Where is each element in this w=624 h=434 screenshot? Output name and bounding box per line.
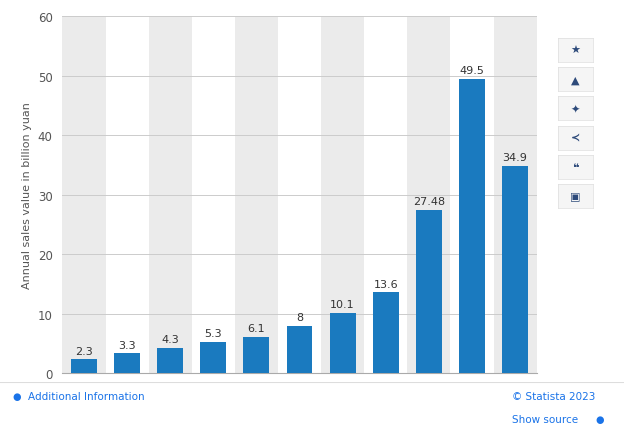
Bar bbox=[235, 17, 278, 373]
Text: ▲: ▲ bbox=[572, 75, 580, 85]
Text: 34.9: 34.9 bbox=[503, 153, 527, 163]
Text: ●: ● bbox=[596, 414, 605, 424]
Text: ▣: ▣ bbox=[570, 191, 581, 201]
Bar bbox=[329, 313, 356, 373]
Text: 10.1: 10.1 bbox=[330, 300, 355, 310]
Y-axis label: Annual sales value in billion yuan: Annual sales value in billion yuan bbox=[22, 102, 32, 289]
Bar bbox=[494, 17, 537, 373]
Text: 5.3: 5.3 bbox=[205, 328, 222, 338]
Text: ≺: ≺ bbox=[571, 133, 580, 143]
Bar bbox=[200, 342, 227, 373]
Text: Additional Information: Additional Information bbox=[28, 391, 145, 401]
Text: 2.3: 2.3 bbox=[75, 346, 93, 356]
Text: 49.5: 49.5 bbox=[459, 66, 484, 76]
Bar bbox=[157, 348, 183, 373]
Bar bbox=[321, 17, 364, 373]
Bar bbox=[286, 326, 313, 373]
Text: 4.3: 4.3 bbox=[162, 334, 179, 344]
Bar bbox=[373, 293, 399, 373]
Text: 6.1: 6.1 bbox=[248, 323, 265, 333]
Bar bbox=[114, 354, 140, 373]
Text: Show source: Show source bbox=[512, 414, 578, 424]
Text: ●: ● bbox=[12, 391, 21, 401]
Bar bbox=[71, 360, 97, 373]
Bar bbox=[407, 17, 451, 373]
Text: ❝: ❝ bbox=[572, 162, 579, 172]
Bar bbox=[459, 80, 485, 373]
Bar bbox=[62, 17, 105, 373]
Text: 3.3: 3.3 bbox=[119, 340, 136, 350]
Text: ✦: ✦ bbox=[571, 104, 580, 114]
Text: © Statista 2023: © Statista 2023 bbox=[512, 391, 595, 401]
Text: 27.48: 27.48 bbox=[413, 197, 445, 207]
Text: 8: 8 bbox=[296, 312, 303, 322]
Bar bbox=[149, 17, 192, 373]
Bar bbox=[416, 210, 442, 373]
Text: ★: ★ bbox=[570, 46, 581, 56]
Text: 13.6: 13.6 bbox=[373, 279, 398, 289]
Bar bbox=[502, 166, 528, 373]
Bar bbox=[243, 337, 270, 373]
